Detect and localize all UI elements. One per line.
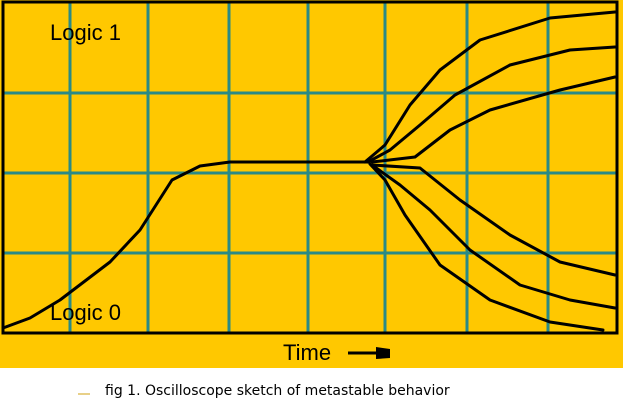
time-label: Time xyxy=(283,340,331,365)
time-arrow xyxy=(348,347,390,359)
trace-down xyxy=(370,163,617,277)
caption: fig 1. Oscilloscope sketch of metastable… xyxy=(105,383,450,399)
logic-1-label: Logic 1 xyxy=(50,20,121,45)
logic-0-label: Logic 0 xyxy=(50,300,121,325)
trace-up xyxy=(363,10,617,164)
scope-frame xyxy=(1,0,619,335)
traces xyxy=(1,10,617,332)
trace-down xyxy=(368,162,605,332)
trace-up xyxy=(370,75,617,164)
trace-rise xyxy=(1,160,370,330)
trace-down xyxy=(370,163,617,310)
trace-up xyxy=(366,45,617,164)
grid xyxy=(3,2,617,333)
